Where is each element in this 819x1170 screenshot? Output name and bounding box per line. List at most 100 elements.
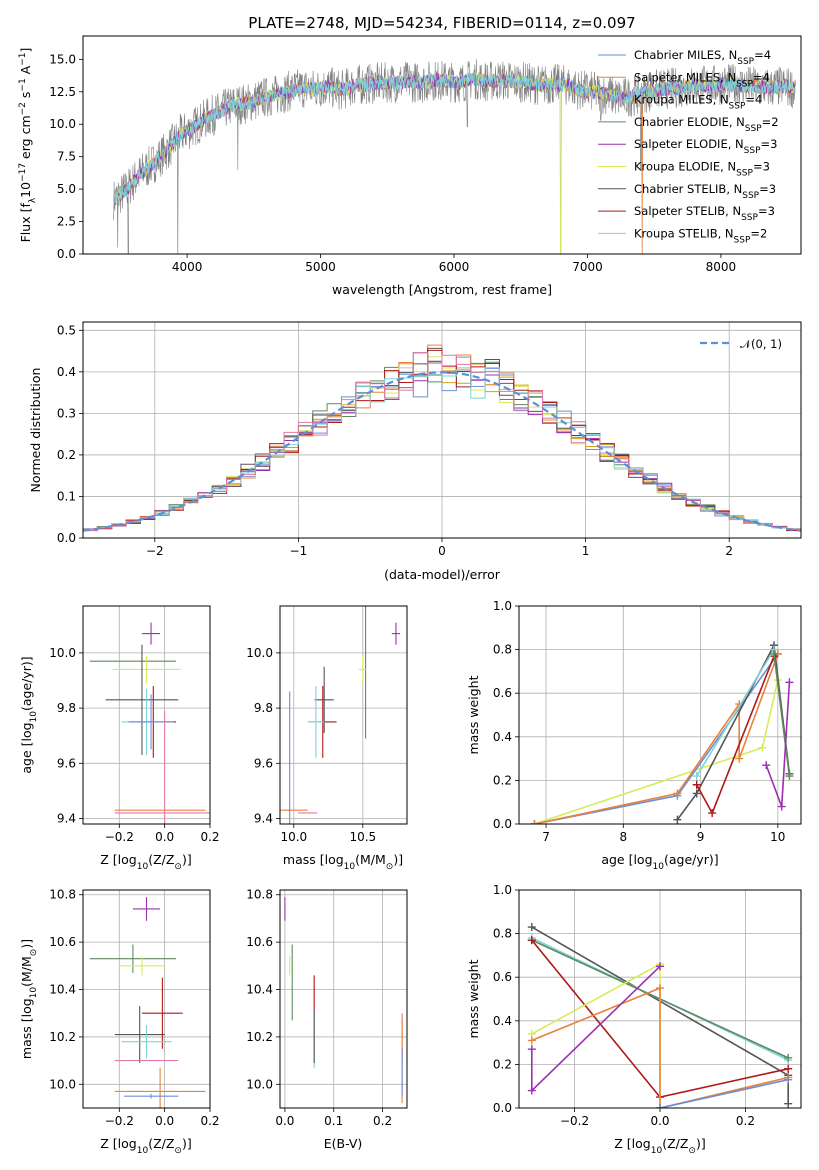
legend-entry-part: =2 [750, 226, 767, 240]
legend-entry: Salpeter MILES, NSSP=4 [634, 70, 770, 89]
y-axis-label-part: λ [28, 197, 38, 203]
legend-entry: Kroupa MILES, NSSP=4 [634, 93, 762, 112]
plot-area [280, 606, 401, 824]
legend-entry-part: SSP [736, 169, 753, 179]
legend-entry-part: Chabrier MILES, N [634, 48, 737, 62]
y-axis-label: mass [log10(M/M⊙)] [19, 939, 39, 1059]
legend-entry-part: =2 [762, 115, 779, 129]
x-tick-label: 5000 [305, 260, 336, 274]
series-marker [692, 780, 701, 789]
data-point [132, 897, 161, 921]
x-axis-label-part: )] [696, 1136, 706, 1151]
data-point [307, 686, 325, 758]
data-point [121, 1025, 172, 1059]
axes-frame [518, 605, 802, 825]
x-tick-label: 0.0 [650, 1114, 669, 1128]
series-marker [673, 789, 682, 798]
data-point [114, 1006, 165, 1063]
x-tick-label: −2 [146, 544, 164, 558]
data-point [391, 622, 401, 645]
x-tick-label: −1 [290, 544, 308, 558]
axes-frame [279, 889, 408, 1109]
series-line [531, 986, 789, 1108]
legend-entry-part: Chabrier STELIB, N [634, 182, 742, 196]
series-marker [527, 1086, 536, 1095]
y-axis-label: Flux [fλ10−17 erg cm−2 s−1 A−1] [18, 48, 38, 243]
x-axis-label: age [log10(age/yr)] [601, 852, 718, 872]
y-tick-label: 0.8 [493, 643, 512, 657]
series-marker [673, 815, 682, 824]
x-tick-label: 7 [542, 830, 550, 844]
y-tick-label: 0.8 [493, 927, 512, 941]
y-axis-label-part: ] [18, 48, 33, 53]
x-axis-label-part: 10 [344, 862, 356, 872]
plot-area [89, 622, 210, 824]
legend-entry-part: SSP [734, 235, 751, 245]
legend-entry-part: =3 [753, 160, 770, 174]
y-tick-label: 0.3 [57, 406, 76, 420]
series-marker [784, 1053, 793, 1062]
y-axis-label-part: erg cm [18, 115, 33, 163]
y-axis-label-part: −17 [18, 163, 28, 182]
y-axis-label-part: A [18, 65, 33, 78]
axes-frame [279, 605, 408, 825]
series-marker [530, 820, 539, 824]
y-tick-label: 10.4 [49, 983, 76, 997]
y-tick-label: 10.8 [49, 888, 76, 902]
plot-area [530, 641, 794, 824]
x-axis-label-part: (M/M [355, 852, 386, 867]
legend-entry-part: =3 [758, 204, 775, 218]
series-marker [758, 743, 767, 752]
y-axis-label-part: −1 [18, 53, 28, 66]
legend-entry: Kroupa STELIB, NSSP=2 [634, 226, 767, 245]
y-tick-label: 10.6 [246, 935, 273, 949]
y-tick-label: 0.1 [57, 489, 76, 503]
x-tick-label: 0.0 [155, 830, 174, 844]
panel-mass-vs-Z: −0.2 0.0 0.2 10.0 10.2 10.4 10.6 10.8 [49, 888, 219, 1128]
y-tick-label: 5.0 [57, 182, 76, 196]
series-salpeter-miles [530, 649, 782, 824]
x-tick-label: 6000 [439, 260, 470, 274]
x-axis-label: (data-model)/error [384, 567, 501, 582]
y-tick-label: 0.5 [57, 323, 76, 337]
x-axis-label-part: )] [182, 1136, 192, 1151]
y-axis-label-part: 10 [29, 711, 39, 723]
legend-entry-part: SSP [737, 57, 754, 67]
series-marker [784, 1075, 793, 1084]
y-tick-label: 0.2 [493, 773, 512, 787]
series-line [530, 965, 661, 1093]
y-axis-label-part: mass [log [19, 998, 34, 1059]
y-tick-label: 9.6 [57, 756, 76, 770]
y-axis-label-part: 10 [29, 987, 39, 999]
x-axis-label-part: 10 [653, 862, 665, 872]
y-tick-label: 0.4 [493, 1014, 512, 1028]
x-tick-label: 0.2 [200, 830, 219, 844]
series-chabrier-miles [530, 649, 782, 824]
series-kroupa-stelib [692, 645, 778, 781]
series-marker [692, 772, 701, 781]
panel-weight-vs-age: 7 8 9 10 0.0 0.2 0.4 0.6 0.8 1.0 [493, 599, 802, 844]
x-tick-label: −0.2 [105, 830, 134, 844]
series-salpeter-miles [527, 984, 793, 1108]
data-point [114, 1067, 206, 1108]
panel-mass-vs-EBV: 0.0 0.1 0.2 10.0 10.2 10.4 10.6 10.8 [246, 888, 408, 1128]
plot-area [89, 897, 206, 1108]
y-axis-label-part: ⊙ [29, 949, 39, 957]
y-tick-label: 1.0 [493, 599, 512, 613]
y-tick-label: 10.0 [246, 646, 273, 660]
x-tick-label: 8000 [706, 260, 737, 274]
series-marker [762, 761, 771, 770]
y-axis-label-part: age [log [19, 722, 34, 773]
series-line [659, 1078, 789, 1108]
x-axis-label: wavelength [Angstrom, rest frame] [332, 282, 552, 297]
y-tick-label: 1.0 [493, 883, 512, 897]
series-salpeter-stelib [692, 652, 778, 818]
x-axis-label-part: ⊙ [174, 1146, 182, 1156]
y-tick-label: 9.4 [254, 811, 273, 825]
y-tick-label: 0.0 [57, 247, 76, 261]
panel-age-vs-Z: −0.2 0.0 0.2 9.4 9.6 9.8 10.0 [49, 605, 220, 844]
series-marker [527, 923, 536, 932]
data-point [128, 694, 174, 750]
y-tick-label: 0.4 [493, 730, 512, 744]
legend-entry-part: Kroupa STELIB, N [634, 226, 734, 240]
